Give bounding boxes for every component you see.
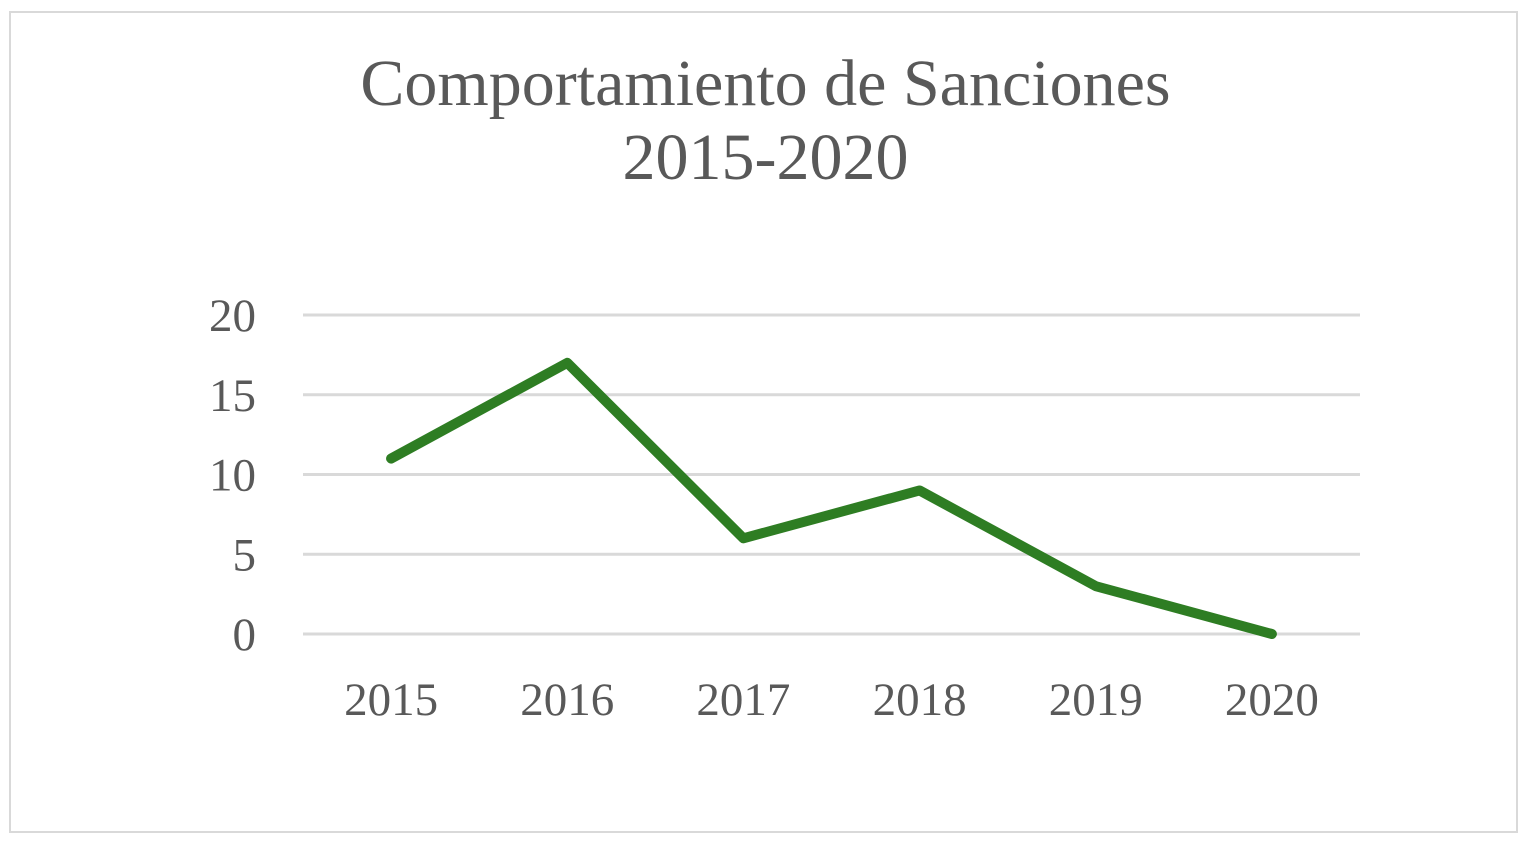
chart-title-line-2: 2015-2020	[622, 121, 909, 194]
x-axis-tick-labels: 2015 2016 2017 2018 2019 2020	[344, 674, 1319, 726]
x-tick-label: 2016	[520, 674, 614, 726]
gridlines	[303, 313, 1360, 636]
x-tick-label: 2015	[344, 674, 438, 726]
series-line	[386, 357, 1277, 639]
x-tick-label: 2020	[1225, 674, 1319, 726]
chart-title: Comportamiento de Sanciones 2015-2020	[11, 47, 1520, 195]
series-lines	[386, 357, 1277, 639]
y-tick-label: 0	[233, 609, 257, 661]
chart-title-line-1: Comportamiento de Sanciones	[360, 47, 1171, 120]
y-axis-tick-labels: 0 5 10 15 20	[209, 290, 256, 661]
y-tick-label: 20	[209, 290, 256, 342]
y-tick-label: 15	[209, 370, 256, 422]
y-tick-label: 5	[233, 529, 257, 581]
y-tick-label: 10	[209, 450, 256, 502]
x-tick-label: 2019	[1049, 674, 1143, 726]
chart-frame: Comportamiento de Sanciones 2015-2020	[9, 11, 1518, 833]
x-tick-label: 2018	[873, 674, 967, 726]
x-tick-label: 2017	[696, 674, 790, 726]
